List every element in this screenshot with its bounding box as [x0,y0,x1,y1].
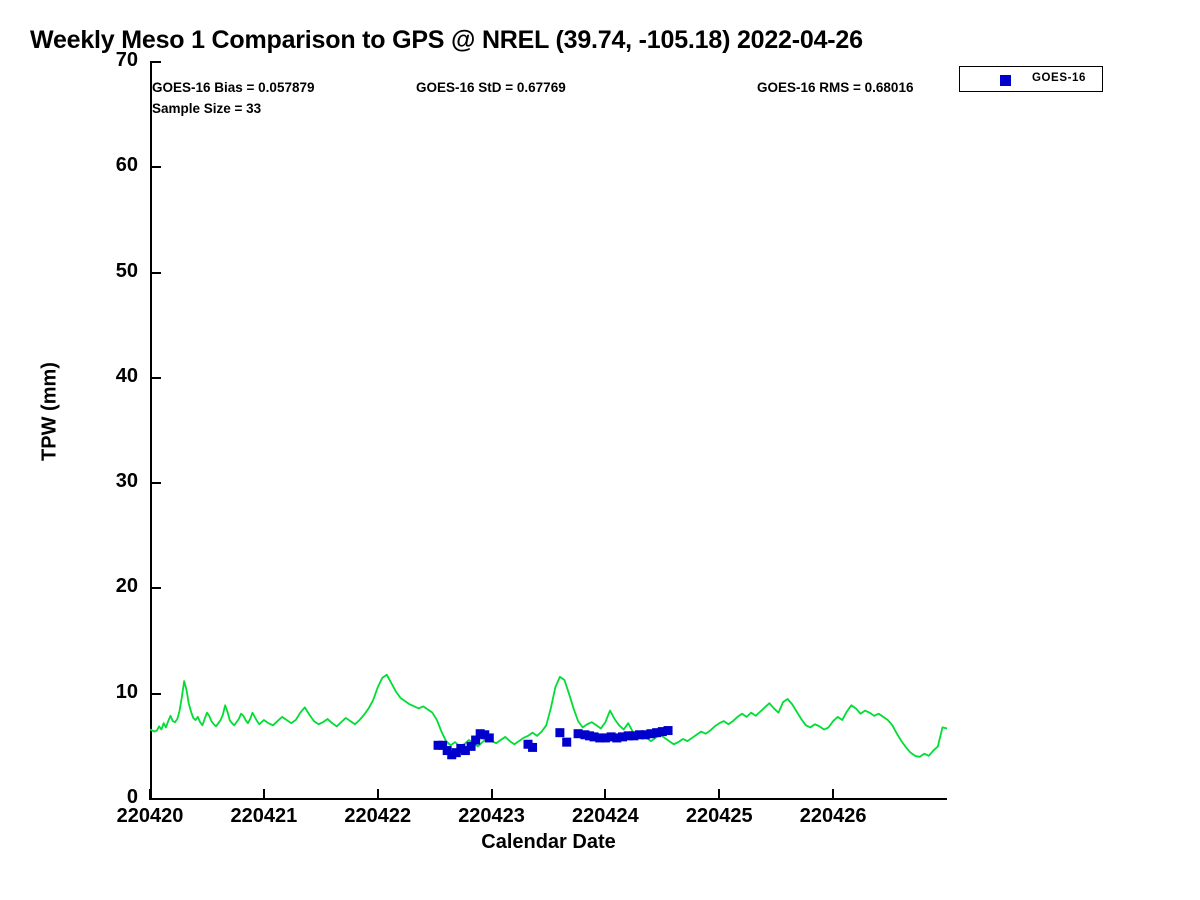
goes16-data-point [635,730,645,740]
goes16-data-point [652,728,662,738]
goes16-data-point [528,742,538,752]
y-tick-mark [150,271,161,274]
y-tick-label: 0 [126,786,138,808]
goes16-data-point [629,731,639,741]
goes16-data-point [555,728,565,738]
x-tick-mark [262,789,265,800]
goes16-data-point [612,733,622,743]
y-tick-mark [150,61,161,63]
x-tick-label: 220425 [685,805,753,827]
goes16-data-point [447,750,457,760]
goes16-data-point [618,732,628,742]
y-tick-label: 70 [115,49,138,71]
x-tick-mark [149,789,151,800]
goes16-data-point [466,741,476,751]
legend-label-goes16: GOES-16 [1031,72,1087,84]
y-tick-mark [150,376,161,379]
goes16-data-point [640,730,650,740]
goes16-data-point [442,746,452,756]
x-tick-mark [832,789,835,800]
x-tick-mark [604,789,607,800]
page-title: Weekly Meso 1 Comparison to GPS @ NREL (… [30,26,863,54]
plot-area [150,62,947,799]
x-tick-label: 220426 [799,805,867,827]
x-tick-label: 220422 [344,805,412,827]
data-series-canvas [150,673,947,760]
y-tick-label: 60 [115,154,138,177]
x-tick-label: 220423 [458,805,525,827]
goes16-data-point [580,730,590,740]
y-tick-mark [150,798,161,800]
goes16-data-point [573,729,583,739]
y-tick-label: 30 [115,470,138,493]
y-tick-label: 40 [115,364,138,387]
x-tick-label: 220420 [116,805,184,827]
gps-line-series [150,673,947,758]
chart-legend: GOES-16 [959,66,1103,92]
y-tick-mark [150,692,161,695]
x-tick-label: 220424 [572,805,639,827]
y-tick-mark [150,587,161,590]
goes16-data-point [433,740,443,750]
goes16-data-point [523,739,533,749]
goes16-data-point [484,733,494,743]
goes16-data-point [475,729,485,739]
goes16-data-point [451,748,461,758]
y-tick-mark [150,482,161,485]
y-tick-label: 50 [115,259,138,282]
goes16-data-point [562,737,572,747]
x-axis-line [150,798,947,800]
goes16-marker-series [433,726,673,760]
goes16-data-point [438,740,448,750]
stat-sample-size-text: Sample Size = 33 [152,101,262,116]
goes16-data-point [623,731,633,741]
goes16-data-point [663,726,673,736]
stat-bias-text: GOES-16 Bias = 0.057879 [152,80,315,95]
goes16-data-point [480,730,490,740]
y-tick-mark [150,166,161,169]
goes16-data-point [471,735,481,745]
stat-rms-text: GOES-16 RMS = 0.68016 [757,80,914,95]
goes16-data-point [460,746,470,756]
goes16-data-point [600,733,610,743]
goes16-data-point [595,733,605,743]
x-tick-mark [490,789,493,800]
y-tick-label: 20 [115,575,138,598]
goes16-data-point [589,732,599,742]
y-axis-line [150,62,152,800]
y-tick-label: 10 [115,680,138,703]
x-tick-mark [376,789,379,800]
goes16-data-point [456,743,466,753]
x-axis-title: Calendar Date [481,831,616,853]
legend-swatch-goes16-icon [1000,75,1011,86]
goes16-data-point [657,727,667,737]
goes16-data-point [606,732,616,742]
y-axis-title: TPW (mm) [38,362,61,461]
goes16-data-point [646,729,656,739]
x-tick-label: 220421 [230,805,298,827]
stat-std-text: GOES-16 StD = 0.67769 [416,80,566,95]
goes16-data-point [584,731,594,741]
x-tick-mark [718,789,721,800]
